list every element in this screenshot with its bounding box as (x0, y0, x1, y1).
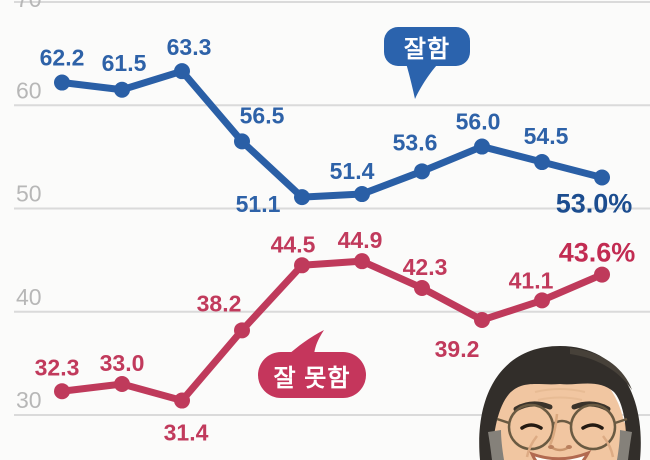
approval-data-point (174, 63, 190, 80)
disapproval-value-label: 32.3 (35, 354, 80, 380)
approval-data-point (354, 186, 370, 203)
approval-data-point (54, 74, 70, 91)
portrait-smile-lines (525, 435, 615, 458)
approval-value-label: 54.5 (524, 123, 569, 149)
disapproval-data-point (534, 292, 550, 309)
person-photo (479, 346, 641, 460)
disapproval-data-point (294, 257, 310, 274)
disapproval-value-label: 43.6% (559, 238, 636, 268)
disapproval-bubble-tail-icon (288, 330, 324, 355)
disapproval-data-point (114, 376, 130, 393)
y-axis-tick-label: 30 (16, 387, 42, 413)
approval-line (58, 67, 606, 201)
portrait-nose (548, 413, 572, 452)
portrait-mouth (529, 450, 592, 460)
approval-bubble: 잘함 (384, 27, 470, 99)
disapproval-line (58, 257, 606, 405)
approval-value-label: 56.0 (456, 109, 501, 135)
disapproval-value-label: 39.2 (435, 336, 480, 362)
disapproval-value-label: 42.3 (403, 254, 448, 280)
disapproval-value-label: 33.0 (100, 350, 145, 376)
approval-value-label: 51.4 (330, 158, 375, 184)
approval-value-label: 61.5 (102, 50, 147, 76)
portrait-eyes (520, 423, 604, 430)
y-axis-tick-label: 50 (16, 181, 42, 207)
disapproval-bubble: 잘 못함 (258, 330, 366, 398)
approval-value-label: 51.1 (236, 191, 281, 217)
disapproval-value-label: 31.4 (164, 420, 209, 446)
approval-data-point (534, 154, 550, 171)
approval-data-point (474, 138, 490, 155)
approval-value-label: 63.3 (167, 34, 212, 60)
approval-data-point (414, 163, 430, 180)
disapproval-data-point (594, 266, 610, 283)
approval-value-label: 53.6 (393, 129, 438, 155)
disapproval-value-label: 38.2 (197, 290, 242, 316)
disapproval-value-label: 41.1 (509, 267, 554, 293)
disapproval-bubble-label: 잘 못함 (273, 364, 351, 392)
approval-value-label: 62.2 (40, 45, 85, 71)
approval-value-label: 56.5 (240, 102, 285, 128)
y-axis-tick-label: 70 (16, 0, 42, 12)
approval-value-label: 53.0% (556, 189, 633, 219)
disapproval-value-label: 44.9 (338, 227, 383, 253)
approval-data-point (234, 133, 250, 150)
disapproval-data-point (414, 280, 430, 297)
approval-bubble-label: 잘함 (403, 36, 451, 63)
portrait-hair (479, 346, 641, 460)
disapproval-data-point (474, 312, 490, 329)
y-axis-tick-label: 60 (16, 77, 42, 103)
approval-data-point (294, 189, 310, 206)
y-axis-tick-label: 40 (16, 284, 42, 310)
disapproval-data-point (54, 383, 70, 400)
approval-data-point (594, 169, 610, 186)
disapproval-value-label: 44.5 (271, 231, 316, 257)
approval-bubble-tail-icon (406, 63, 439, 99)
disapproval-data-point (174, 392, 190, 409)
approval-data-point (114, 81, 130, 98)
disapproval-data-point (354, 253, 370, 270)
portrait-glasses-icon (496, 403, 628, 451)
disapproval-data-point (234, 322, 250, 339)
